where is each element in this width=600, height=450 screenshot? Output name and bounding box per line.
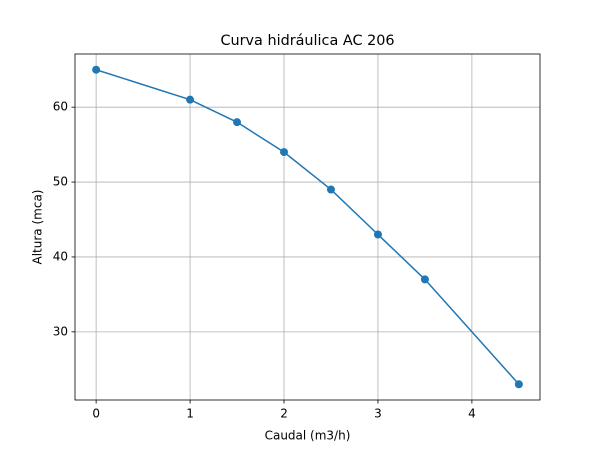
data-point xyxy=(233,118,242,127)
data-point xyxy=(326,185,335,194)
data-point xyxy=(280,148,289,157)
data-point xyxy=(420,275,429,284)
y-tick-label: 30 xyxy=(53,324,68,338)
x-tick-label: 2 xyxy=(280,407,288,421)
y-tick-label: 40 xyxy=(53,249,68,263)
x-axis-label: Caudal (m3/h) xyxy=(265,429,351,443)
x-tick-label: 4 xyxy=(468,407,476,421)
data-point xyxy=(373,230,382,239)
chart-title: Curva hidráulica AC 206 xyxy=(220,33,394,49)
y-tick-label: 60 xyxy=(53,100,68,114)
y-tick-label: 50 xyxy=(53,175,68,189)
y-axis-label: Altura (mca) xyxy=(31,190,45,265)
data-point xyxy=(186,95,195,104)
plot-frame xyxy=(74,53,541,401)
x-tick-label: 1 xyxy=(186,407,194,421)
data-point xyxy=(92,65,101,74)
data-line xyxy=(95,69,520,385)
x-tick-label: 3 xyxy=(374,407,382,421)
x-tick-label: 0 xyxy=(92,407,100,421)
data-point xyxy=(514,380,523,389)
